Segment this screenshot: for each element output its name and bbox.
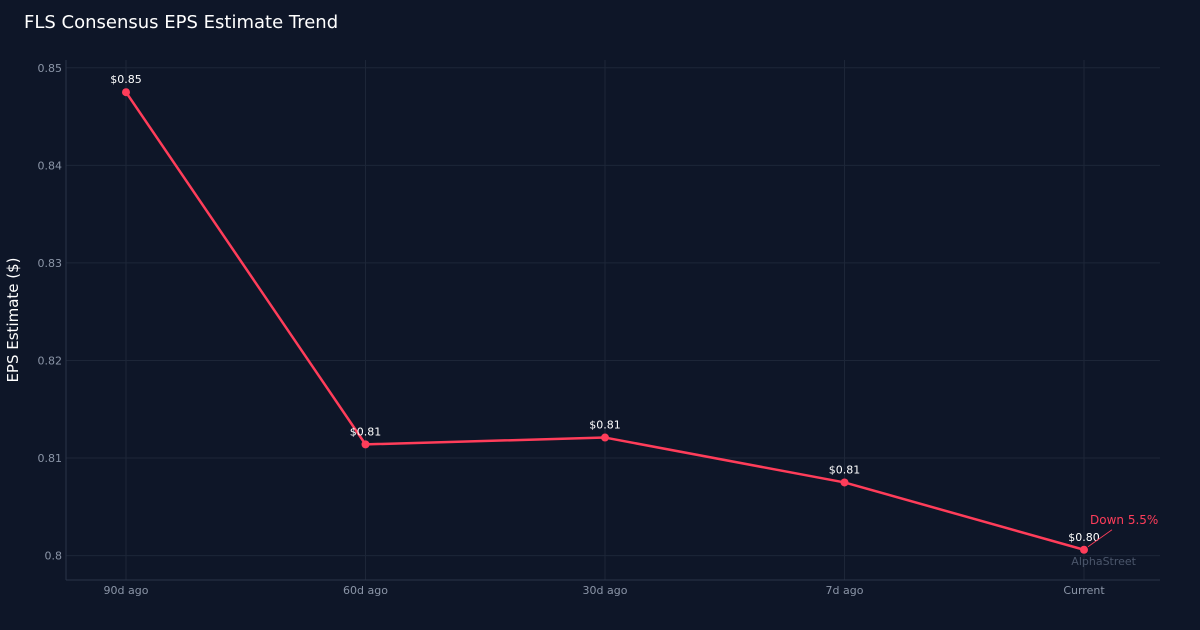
data-point — [840, 478, 849, 487]
x-tick-label: 7d ago — [826, 584, 864, 597]
x-tick-label: 90d ago — [104, 584, 149, 597]
y-tick-label: 0.84 — [38, 159, 63, 172]
x-tick-label: 60d ago — [343, 584, 388, 597]
y-axis-label: EPS Estimate ($) — [4, 257, 22, 382]
x-tick-label: 30d ago — [583, 584, 628, 597]
data-point — [361, 440, 370, 449]
data-label: $0.80 — [1068, 531, 1100, 544]
data-point — [122, 88, 130, 97]
series-layer — [122, 88, 1088, 554]
data-label: $0.81 — [350, 425, 382, 438]
y-tick-label: 0.82 — [38, 354, 63, 367]
label-layer: $0.85 $0.81 $0.81 $0.81 $0.80 Down 5.5% AlphaS… — [110, 73, 1158, 568]
data-point — [601, 433, 609, 442]
data-point — [1080, 545, 1088, 554]
x-tick-label: Current — [1063, 584, 1105, 597]
watermark: AlphaStreet — [1071, 555, 1136, 568]
grid-layer — [66, 60, 1160, 580]
data-label: $0.85 — [110, 73, 142, 86]
axis-layer: 0.8 0.81 0.82 0.83 0.84 0.85 90d ago 60d ago 30d… — [38, 60, 1160, 597]
data-label: $0.81 — [589, 419, 621, 432]
y-tick-label: 0.83 — [38, 257, 63, 270]
y-tick-label: 0.8 — [45, 550, 63, 563]
chart-title: FLS Consensus EPS Estimate Trend — [24, 12, 339, 33]
y-tick-label: 0.81 — [38, 452, 63, 465]
data-label: $0.81 — [829, 463, 861, 476]
y-tick-label: 0.85 — [38, 62, 63, 75]
annotation-text: Down 5.5% — [1090, 513, 1158, 527]
annotation-connector — [1087, 529, 1113, 548]
